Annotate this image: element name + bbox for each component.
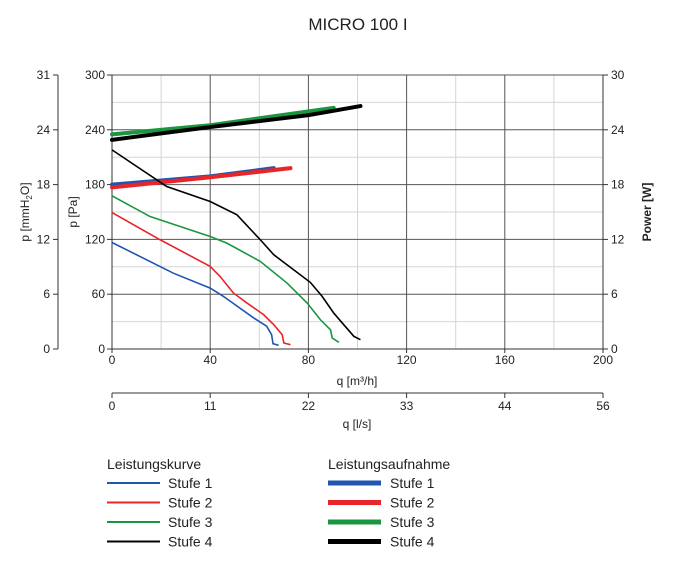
y2-tick-label: 18 [37,178,51,192]
y3-tick-label: 18 [611,178,625,192]
chart-title: MICRO 100 I [308,15,407,34]
x-axis-label: q [m³/h] [337,374,378,388]
y-tick-label: 60 [92,287,106,301]
legend: Leistungskurve Leistungsaufnahme Stufe 1… [107,456,450,550]
grid [112,74,604,349]
pressure-line-stufe-1 [111,241,279,347]
y-tick-label: 300 [85,68,105,82]
legend-label-power: Stufe 3 [390,514,435,530]
y2-tick-label: 6 [43,287,50,301]
y2-tick-label: 12 [37,232,51,246]
y-tick-label: 0 [98,342,105,356]
y-tick-label: 120 [85,232,105,246]
y3-tick-label: 24 [611,123,625,137]
y-tick-label: 240 [85,123,105,137]
x2-tick-label: 22 [302,399,316,413]
x-tick-label: 160 [495,353,515,367]
y-tick-label: 180 [85,178,105,192]
y2-axis-label: p [mmH2O] [18,182,34,241]
x-tick-label: 200 [593,353,613,367]
x-tick-label: 120 [397,353,417,367]
power-line-stufe-4 [110,104,363,142]
y3-tick-label: 0 [611,342,618,356]
legend-label-pressure: Stufe 1 [168,475,213,491]
y3-tick-label: 6 [611,287,618,301]
y2-tick-label: 31 [37,68,51,82]
y2-tick-label: 24 [37,123,51,137]
x-tick-label: 40 [204,353,218,367]
y2-tick-label: 0 [43,342,50,356]
y3-tick-label: 12 [611,232,625,246]
y-axis-label: p [Pa] [66,196,80,227]
y3-tick-label: 30 [611,68,625,82]
x2-tick-label: 44 [498,399,512,413]
x2-tick-label: 11 [204,399,217,413]
power-line-stufe-2 [110,166,293,190]
legend-label-power: Stufe 2 [390,495,435,511]
legend-title-pressure: Leistungskurve [107,456,201,472]
x2-tick-label: 0 [109,399,116,413]
x2-tick-label: 56 [596,399,610,413]
pressure-line-stufe-3 [111,195,340,344]
x2-tick-label: 33 [400,399,414,413]
y3-axis-label: Power [W] [640,183,654,242]
legend-label-pressure: Stufe 2 [168,495,213,511]
power-line-stufe-3 [110,105,336,137]
legend-label-power: Stufe 4 [390,534,435,550]
legend-label-power: Stufe 1 [390,475,435,491]
series [110,104,363,347]
pressure-line-stufe-2 [111,211,291,346]
pressure-line-stufe-4 [111,149,361,341]
x-tick-label: 80 [302,353,316,367]
legend-label-pressure: Stufe 3 [168,514,213,530]
legend-label-pressure: Stufe 4 [168,534,213,550]
legend-title-power: Leistungsaufnahme [328,456,450,472]
power-line-stufe-1 [110,166,276,187]
x-tick-label: 0 [109,353,116,367]
x2-axis-label: q [l/s] [343,417,372,431]
